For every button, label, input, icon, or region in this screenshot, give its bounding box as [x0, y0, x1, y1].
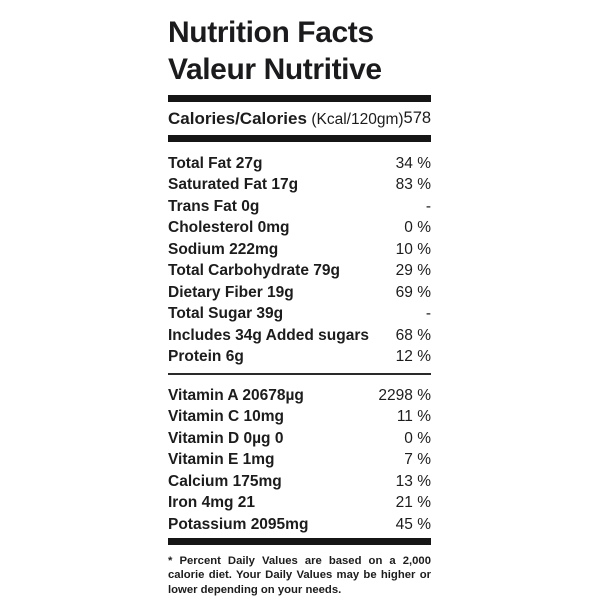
micronutrient-label: Vitamin C 10mg	[168, 408, 285, 426]
nutrient-row: Cholesterol 0mg 0 %	[168, 218, 431, 240]
label-title: Nutrition Facts Valeur Nutritive	[168, 14, 431, 88]
separator-bar-top	[168, 95, 431, 102]
micronutrient-label: Vitamin A 20678µg	[168, 386, 304, 404]
nutrient-label: Includes 34g Added sugars	[168, 326, 369, 344]
calories-value: 578	[403, 109, 432, 127]
daily-value-footnote: * Percent Daily Values are based on a 2,…	[168, 554, 431, 596]
micronutrient-label: Iron 4mg 21	[168, 494, 255, 512]
nutrient-dv: 34 %	[395, 154, 431, 172]
separator-bar-bottom	[168, 537, 431, 545]
nutrient-row: Total Sugar 39g -	[168, 304, 431, 326]
nutrient-label: Sodium 222mg	[168, 240, 279, 258]
nutrient-list: Total Fat 27g 34 % Saturated Fat 17g 83 …	[168, 142, 431, 368]
micronutrient-label: Vitamin E 1mg	[168, 451, 275, 469]
nutrient-dv: 12 %	[395, 348, 431, 366]
micronutrient-label: Vitamin D 0µg 0	[168, 429, 284, 447]
nutrient-row: Saturated Fat 17g 83 %	[168, 175, 431, 197]
nutrient-dv: -	[425, 197, 431, 215]
micronutrient-list: Vitamin A 20678µg 2298 % Vitamin C 10mg …	[168, 375, 431, 536]
separator-bar-middle	[168, 135, 431, 142]
nutrient-dv: 68 %	[395, 326, 431, 344]
nutrient-label: Trans Fat 0g	[168, 197, 260, 215]
micronutrient-row: Vitamin C 10mg 11 %	[168, 407, 431, 429]
nutrition-label: Nutrition Facts Valeur Nutritive Calorie…	[168, 0, 431, 597]
nutrient-row: Dietary Fiber 19g 69 %	[168, 282, 431, 304]
micronutrient-dv: 13 %	[395, 472, 431, 490]
micronutrient-dv: 0 %	[404, 429, 431, 447]
nutrient-label: Cholesterol 0mg	[168, 219, 290, 237]
nutrient-row: Sodium 222mg 10 %	[168, 239, 431, 261]
nutrient-row: Protein 6g 12 %	[168, 347, 431, 369]
calories-unit: (Kcal/120gm)	[311, 110, 404, 128]
calories-label: Calories/Calories	[168, 108, 307, 128]
separator-rule-thin	[168, 373, 431, 375]
nutrient-dv: 10 %	[395, 240, 431, 258]
nutrient-row: Total Carbohydrate 79g 29 %	[168, 261, 431, 283]
nutrient-label: Total Fat 27g	[168, 154, 263, 172]
nutrient-label: Protein 6g	[168, 348, 244, 366]
nutrient-label: Dietary Fiber 19g	[168, 283, 294, 301]
nutrient-dv: -	[425, 305, 431, 323]
micronutrient-row: Calcium 175mg 13 %	[168, 471, 431, 493]
nutrient-dv: 83 %	[395, 176, 431, 194]
calories-label-group: Calories/Calories (Kcal/120gm)	[168, 109, 404, 129]
nutrient-row: Includes 34g Added sugars 68 %	[168, 325, 431, 347]
calories-row: Calories/Calories (Kcal/120gm) 578	[168, 102, 431, 135]
nutrient-dv: 29 %	[395, 262, 431, 280]
nutrient-dv: 0 %	[404, 219, 431, 237]
micronutrient-row: Vitamin E 1mg 7 %	[168, 450, 431, 472]
micronutrient-dv: 2298 %	[378, 386, 431, 404]
label-title-english: Nutrition Facts	[168, 16, 374, 49]
nutrient-row: Total Fat 27g 34 %	[168, 153, 431, 175]
nutrient-label: Total Sugar 39g	[168, 305, 284, 323]
nutrient-row: Trans Fat 0g -	[168, 196, 431, 218]
label-title-french: Valeur Nutritive	[168, 53, 382, 86]
micronutrient-dv: 11 %	[396, 408, 431, 426]
micronutrient-label: Potassium 2095mg	[168, 515, 309, 533]
micronutrient-dv: 45 %	[395, 515, 431, 533]
nutrient-label: Total Carbohydrate 79g	[168, 262, 340, 280]
micronutrient-dv: 21 %	[395, 494, 431, 512]
micronutrient-row: Vitamin D 0µg 0 0 %	[168, 428, 431, 450]
nutrient-label: Saturated Fat 17g	[168, 176, 299, 194]
micronutrient-dv: 7 %	[404, 451, 431, 469]
micronutrient-row: Vitamin A 20678µg 2298 %	[168, 385, 431, 407]
micronutrient-row: Potassium 2095mg 45 %	[168, 514, 431, 536]
micronutrient-row: Iron 4mg 21 21 %	[168, 493, 431, 515]
nutrient-dv: 69 %	[395, 283, 431, 301]
micronutrient-label: Calcium 175mg	[168, 472, 282, 490]
